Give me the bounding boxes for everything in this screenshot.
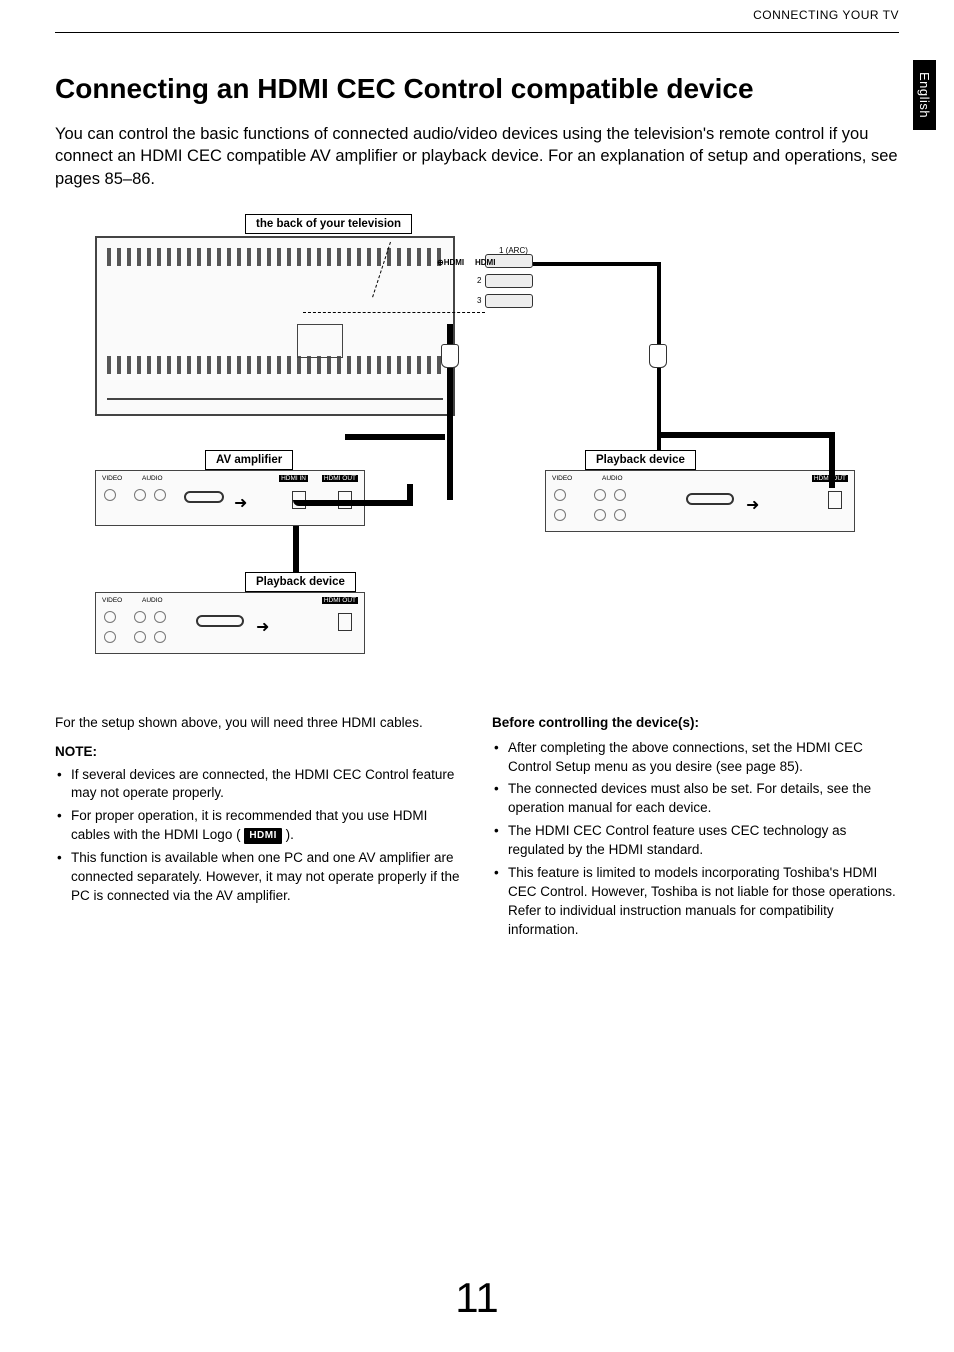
av-amp-label: AV amplifier xyxy=(205,450,293,470)
connection-diagram: the back of your television ⊕HDMI HDMI 1… xyxy=(55,214,899,694)
before-list: After completing the above connections, … xyxy=(492,739,899,940)
cable-1-h xyxy=(533,262,661,266)
cable-1-h2 xyxy=(657,432,835,438)
hdmi-port-3 xyxy=(485,294,533,308)
text-columns: For the setup shown above, you will need… xyxy=(55,714,899,944)
av-amplifier: VIDEO AUDIO HDMI IN HDMI OUT ➜ xyxy=(95,470,365,526)
pb2-jack-1b xyxy=(554,509,566,521)
before-heading: Before controlling the device(s): xyxy=(492,714,899,733)
av-jack-2 xyxy=(134,489,146,501)
hdmi-port-3-label: 3 xyxy=(477,296,481,305)
left-column: For the setup shown above, you will need… xyxy=(55,714,462,944)
arrow-right-1: ➜ xyxy=(234,493,247,513)
pb1-jack-3 xyxy=(154,611,166,623)
cable-1-v2 xyxy=(829,432,835,488)
pb1-cable-plug xyxy=(196,615,244,627)
before-item-1: After completing the above connections, … xyxy=(506,739,899,777)
before-item-2: The connected devices must also be set. … xyxy=(506,780,899,818)
av-video-label: VIDEO xyxy=(102,475,122,482)
language-tab: English xyxy=(913,60,936,130)
pb1-video-label: VIDEO xyxy=(102,597,122,604)
cable-3-h1 xyxy=(293,500,413,506)
pb2-jack-4 xyxy=(594,509,606,521)
header-section: CONNECTING YOUR TV xyxy=(55,8,899,26)
pb2-jack-5 xyxy=(614,509,626,521)
pb2-cable-plug xyxy=(686,493,734,505)
page-title: Connecting an HDMI CEC Control compatibl… xyxy=(55,73,899,105)
intro-paragraph: You can control the basic functions of c… xyxy=(55,123,899,190)
note-item-2: For proper operation, it is recommended … xyxy=(69,807,462,845)
note-item-1: If several devices are connected, the HD… xyxy=(69,766,462,804)
pb2-jack-3 xyxy=(614,489,626,501)
playback-label-1: Playback device xyxy=(245,572,356,592)
tv-vent-top xyxy=(107,248,443,266)
cable-3-v2 xyxy=(407,484,413,506)
page-number: 11 xyxy=(0,1274,954,1322)
av-cable-plug xyxy=(184,491,224,503)
hdmi-port-group: ⊕HDMI HDMI 1 (ARC) 2 3 xyxy=(485,254,533,314)
hdmi-text-logo: HDMI xyxy=(475,258,495,267)
before-item-3: The HDMI CEC Control feature uses CEC te… xyxy=(506,822,899,860)
tv-back-panel xyxy=(95,236,455,416)
av-audio-label: AUDIO xyxy=(142,475,163,482)
pb2-hdmi-out-port xyxy=(828,491,842,509)
pb2-jack-1 xyxy=(554,489,566,501)
pb2-jack-2 xyxy=(594,489,606,501)
dashed-guide xyxy=(303,312,485,313)
header-rule xyxy=(55,32,899,33)
pb1-jack-1 xyxy=(104,611,116,623)
tv-port-block xyxy=(297,324,343,358)
right-column: Before controlling the device(s): After … xyxy=(492,714,899,944)
pb1-arrow: ➜ xyxy=(256,617,269,637)
hdmi-logo-icon: HDMI xyxy=(244,828,282,844)
setup-line: For the setup shown above, you will need… xyxy=(55,714,462,733)
hdmi-port-2-label: 2 xyxy=(477,276,481,285)
cable-2-connector xyxy=(441,344,459,368)
playback-device-2: VIDEO AUDIO HDMI OUT ➜ xyxy=(545,470,855,532)
note-heading: NOTE: xyxy=(55,743,462,762)
pb1-jack-2 xyxy=(134,611,146,623)
note-item-2-post: ). xyxy=(282,827,294,842)
tv-vent-bottom xyxy=(107,356,443,374)
pb2-arrow: ➜ xyxy=(746,495,759,515)
pb1-jack-4 xyxy=(134,631,146,643)
av-hdmi-out-label: HDMI OUT xyxy=(322,475,358,482)
pb2-audio-label: AUDIO xyxy=(602,475,623,482)
hdmi-port-1-label: 1 (ARC) xyxy=(499,246,528,255)
cable-2-h xyxy=(345,434,445,440)
av-hdmi-in-label: HDMI IN xyxy=(279,475,308,482)
pb1-hdmi-out-label: HDMI OUT xyxy=(322,597,358,604)
pb1-audio-label: AUDIO xyxy=(142,597,163,604)
pb1-hdmi-out-port xyxy=(338,613,352,631)
before-item-4: This feature is limited to models incorp… xyxy=(506,864,899,940)
av-jack-1 xyxy=(104,489,116,501)
pb2-video-label: VIDEO xyxy=(552,475,572,482)
hdmi-plug-icon: ⊕HDMI xyxy=(437,258,464,267)
av-jack-3 xyxy=(154,489,166,501)
note-item-3: This function is available when one PC a… xyxy=(69,849,462,906)
playback-device-1: VIDEO AUDIO HDMI OUT ➜ xyxy=(95,592,365,654)
pb1-jack-1b xyxy=(104,631,116,643)
tv-back-label: the back of your television xyxy=(245,214,412,234)
cable-1-connector xyxy=(649,344,667,368)
playback-label-2: Playback device xyxy=(585,450,696,470)
note-list: If several devices are connected, the HD… xyxy=(55,766,462,906)
hdmi-port-2 xyxy=(485,274,533,288)
pb1-jack-5 xyxy=(154,631,166,643)
tv-base xyxy=(107,398,443,408)
